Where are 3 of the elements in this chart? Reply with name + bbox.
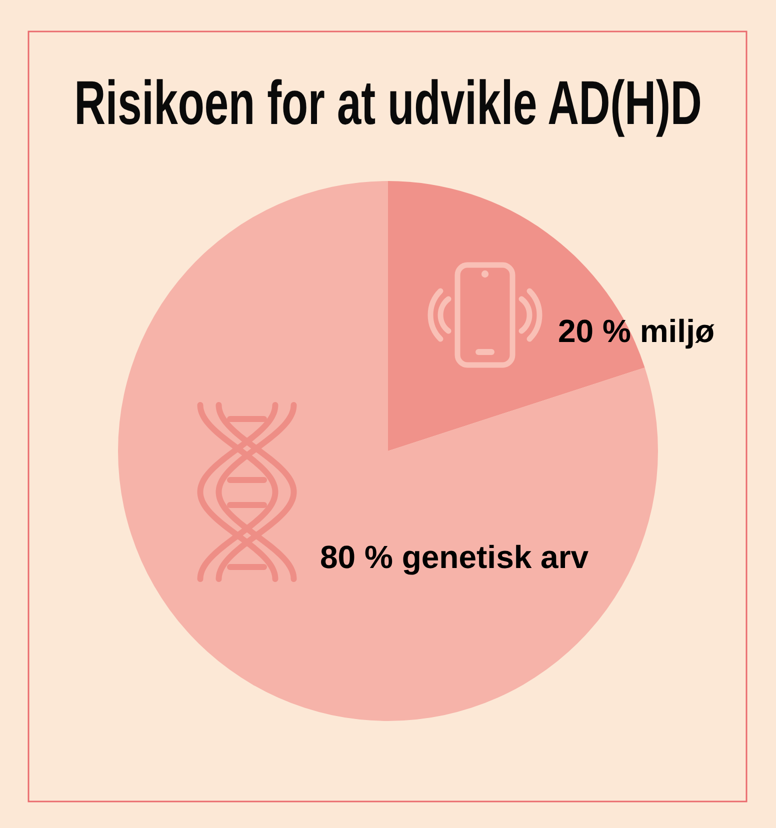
chart-title: Risikoen for at udvikle AD(H)D	[74, 70, 702, 138]
slice-label: 20 % miljø	[558, 313, 715, 349]
slice-label: 80 % genetisk arv	[320, 539, 589, 575]
